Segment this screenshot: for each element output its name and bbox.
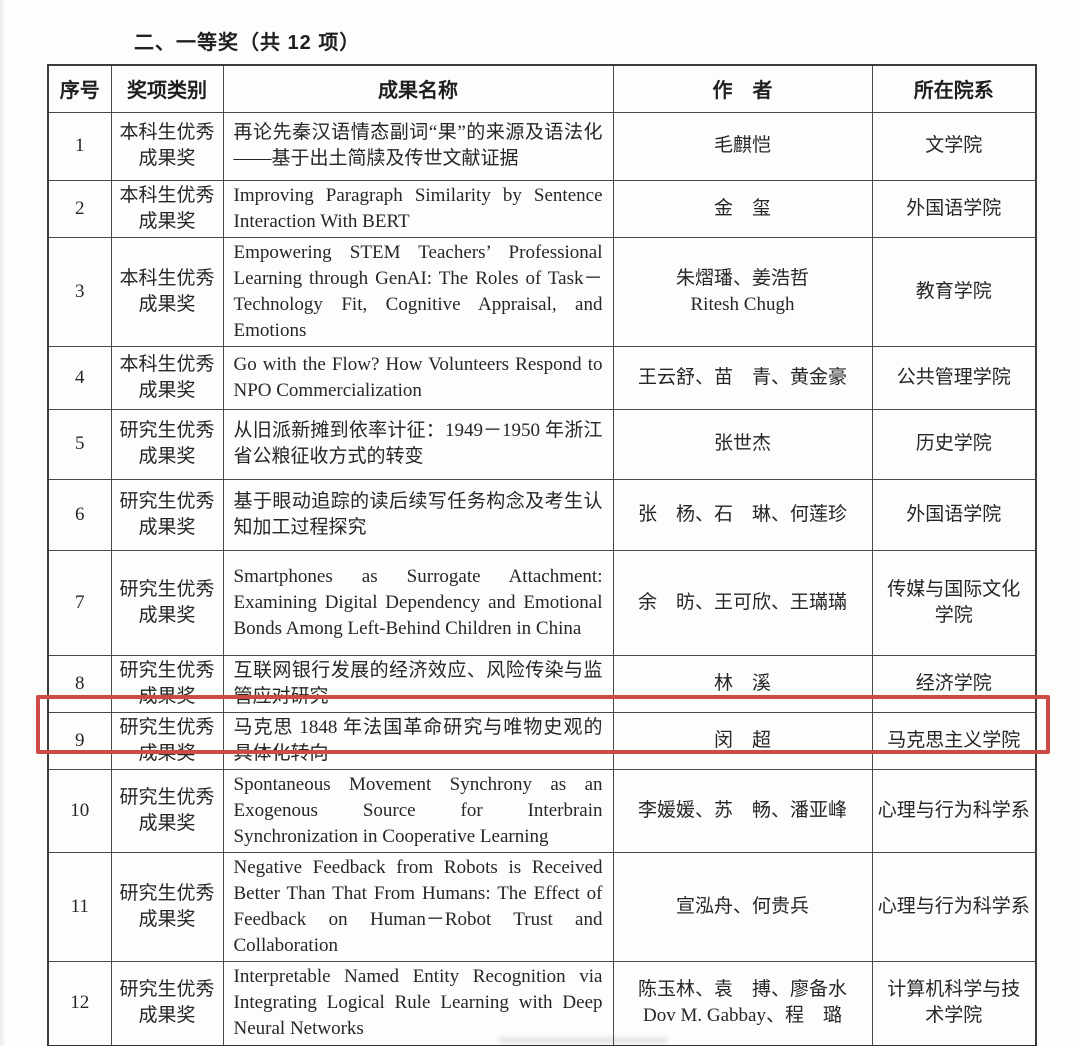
cell-category: 研究生优秀 成果奖 (110, 960, 224, 1046)
cell-authors: 林 溪 (612, 654, 873, 713)
cell-category: 研究生优秀 成果奖 (110, 711, 224, 770)
cell-title: 再论先秦汉语情态副词“果”的来源及语法化——基于出土简牍及传世文献证据 (222, 111, 614, 181)
cell-department: 心理与行为科学系 (871, 851, 1037, 962)
cell-authors: 张 杨、石 琳、何莲珍 (612, 478, 873, 551)
cell-authors: 朱熠璠、姜浩哲 Ritesh Chugh (612, 236, 873, 347)
cell-authors: 陈玉林、袁 搏、廖备水 Dov M. Gabbay、程 璐 (612, 960, 873, 1046)
cell-no: 9 (47, 711, 112, 770)
cell-department: 传媒与国际文化 学院 (871, 549, 1037, 656)
cell-authors: 张世杰 (612, 408, 873, 480)
cell-department: 教育学院 (871, 236, 1037, 347)
cell-title: 基于眼动追踪的读后续写任务构念及考生认知加工过程探究 (222, 478, 614, 551)
section-title: 二、一等奖（共 12 项） (134, 32, 361, 54)
cell-no: 1 (47, 111, 112, 181)
cell-authors: 宣泓舟、何贵兵 (612, 851, 873, 962)
cell-title: Go with the Flow? How Volunteers Respond… (222, 345, 614, 410)
table-row: 4 本科生优秀 成果奖 Go with the Flow? How Volunt… (47, 345, 1037, 410)
cell-title: Empowering STEM Teachers’ Professional L… (222, 236, 614, 347)
cell-department: 计算机科学与技 术学院 (871, 960, 1037, 1046)
cell-no: 12 (47, 960, 112, 1046)
table-row: 6 研究生优秀 成果奖 基于眼动追踪的读后续写任务构念及考生认知加工过程探究 张… (47, 478, 1037, 551)
cell-title: 互联网银行发展的经济效应、风险传染与监管应对研究 (222, 654, 614, 713)
cell-category: 本科生优秀 成果奖 (110, 179, 224, 238)
table-row: 12 研究生优秀 成果奖 Interpretable Named Entity … (47, 960, 1037, 1046)
cell-department: 马克思主义学院 (871, 711, 1037, 770)
col-header-authors: 作 者 (612, 64, 873, 113)
awards-table: 序号 奖项类别 成果名称 作 者 所在院系 1 本科生优秀 成果奖 再论先秦汉语… (47, 64, 1037, 1046)
cell-authors: 毛麒恺 (612, 111, 873, 181)
col-header-department: 所在院系 (871, 64, 1037, 113)
cell-no: 4 (47, 345, 112, 410)
table-row: 8 研究生优秀 成果奖 互联网银行发展的经济效应、风险传染与监管应对研究 林 溪… (47, 654, 1037, 713)
cell-category: 研究生优秀 成果奖 (110, 408, 224, 480)
cell-category: 本科生优秀 成果奖 (110, 345, 224, 410)
cell-category: 研究生优秀 成果奖 (110, 768, 224, 853)
cell-title: Smartphones as Surrogate Attachment: Exa… (222, 549, 614, 656)
cell-title: Interpretable Named Entity Recognition v… (222, 960, 614, 1046)
cell-no: 8 (47, 654, 112, 713)
cell-department: 文学院 (871, 111, 1037, 181)
cell-department: 历史学院 (871, 408, 1037, 480)
cell-department: 公共管理学院 (871, 345, 1037, 410)
cell-no: 10 (47, 768, 112, 853)
table-row: 10 研究生优秀 成果奖 Spontaneous Movement Synchr… (47, 768, 1037, 853)
table-header: 序号 奖项类别 成果名称 作 者 所在院系 (47, 64, 1037, 113)
cell-title: 马克思 1848 年法国革命研究与唯物史观的具体化转向 (222, 711, 614, 770)
cell-title: Improving Paragraph Similarity by Senten… (222, 179, 614, 238)
cell-category: 研究生优秀 成果奖 (110, 549, 224, 656)
table-row: 3 本科生优秀 成果奖 Empowering STEM Teachers’ Pr… (47, 236, 1037, 347)
cell-authors: 王云舒、苗 青、黄金豪 (612, 345, 873, 410)
cell-title: Negative Feedback from Robots is Receive… (222, 851, 614, 962)
scan-artifact-left-edge (0, 0, 6, 1046)
col-header-category: 奖项类别 (110, 64, 224, 113)
cell-department: 外国语学院 (871, 179, 1037, 238)
cell-category: 本科生优秀 成果奖 (110, 111, 224, 181)
cell-no: 11 (47, 851, 112, 962)
cell-category: 本科生优秀 成果奖 (110, 236, 224, 347)
header-row: 序号 奖项类别 成果名称 作 者 所在院系 (47, 64, 1037, 113)
cell-department: 外国语学院 (871, 478, 1037, 551)
col-header-no: 序号 (47, 64, 112, 113)
table-row: 1 本科生优秀 成果奖 再论先秦汉语情态副词“果”的来源及语法化——基于出土简牍… (47, 111, 1037, 181)
cell-no: 5 (47, 408, 112, 480)
col-header-title: 成果名称 (222, 64, 614, 113)
cell-authors: 李媛媛、苏 畅、潘亚峰 (612, 768, 873, 853)
table-row: 11 研究生优秀 成果奖 Negative Feedback from Robo… (47, 851, 1037, 962)
cell-authors: 金 玺 (612, 179, 873, 238)
table-row: 9 研究生优秀 成果奖 马克思 1848 年法国革命研究与唯物史观的具体化转向 … (47, 711, 1037, 770)
table-row: 7 研究生优秀 成果奖 Smartphones as Surrogate Att… (47, 549, 1037, 656)
cell-authors: 余 昉、王可欣、王璊璊 (612, 549, 873, 656)
cell-no: 7 (47, 549, 112, 656)
cell-category: 研究生优秀 成果奖 (110, 851, 224, 962)
table-body: 1 本科生优秀 成果奖 再论先秦汉语情态副词“果”的来源及语法化——基于出土简牍… (47, 111, 1037, 1046)
cell-category: 研究生优秀 成果奖 (110, 654, 224, 713)
cell-no: 6 (47, 478, 112, 551)
table-row: 2 本科生优秀 成果奖 Improving Paragraph Similari… (47, 179, 1037, 238)
table-row: 5 研究生优秀 成果奖 从旧派新摊到依率计征：1949－1950 年浙江省公粮征… (47, 408, 1037, 480)
cell-title: 从旧派新摊到依率计征：1949－1950 年浙江省公粮征收方式的转变 (222, 408, 614, 480)
cell-no: 2 (47, 179, 112, 238)
cell-category: 研究生优秀 成果奖 (110, 478, 224, 551)
cell-title: Spontaneous Movement Synchrony as an Exo… (222, 768, 614, 853)
cell-authors: 闵 超 (612, 711, 873, 770)
cell-department: 经济学院 (871, 654, 1037, 713)
cell-department: 心理与行为科学系 (871, 768, 1037, 853)
cell-no: 3 (47, 236, 112, 347)
